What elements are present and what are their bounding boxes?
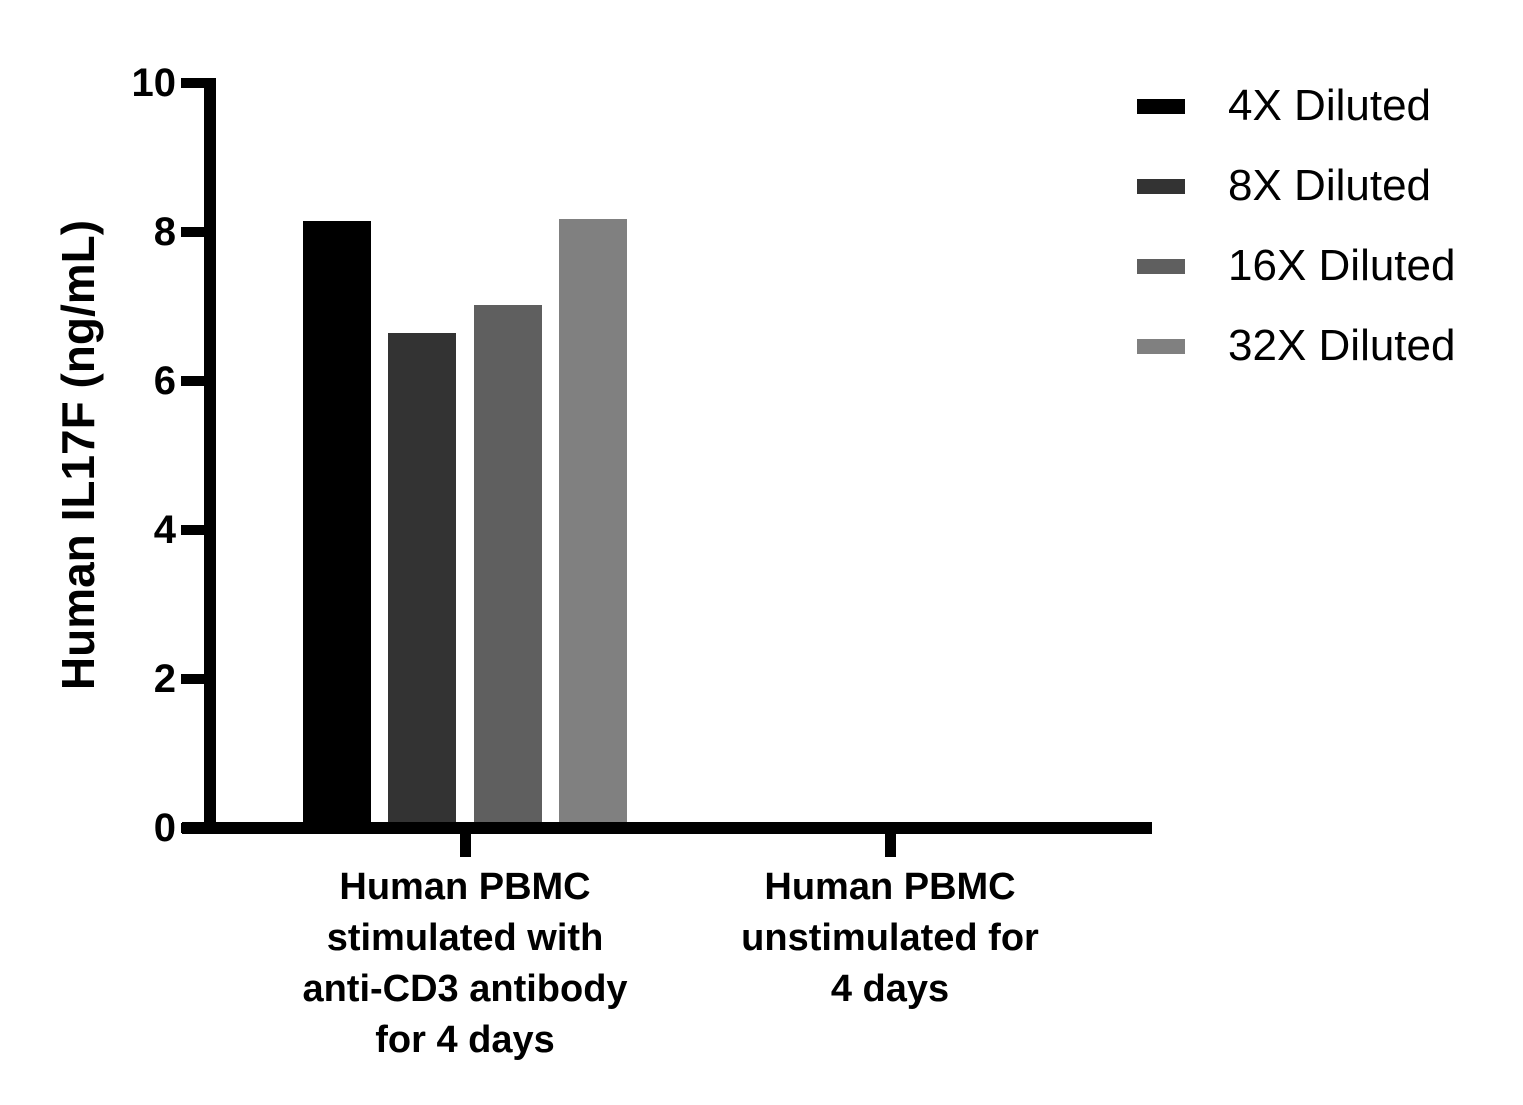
y-tick-mark [181, 78, 204, 88]
legend-label: 4X Diluted [1228, 81, 1432, 130]
y-tick-label: 4 [153, 508, 176, 552]
y-tick-mark [181, 376, 204, 386]
x-category-label-line: unstimulated for [741, 917, 1039, 959]
x-category-label-line: Human PBMC [764, 866, 1016, 908]
y-tick-mark [181, 227, 204, 237]
y-tick-label: 10 [131, 61, 177, 105]
x-category-label: Human PBMC unstimulated for 4 days [655, 862, 1125, 1015]
x-category-label-line: 4 days [830, 968, 950, 1010]
y-tick-label: 2 [153, 657, 176, 701]
x-category-label: Human PBMC stimulated with anti-CD3 antibo… [230, 862, 700, 1066]
bar-4x-diluted-group1 [302, 220, 371, 828]
y-tick-label: 8 [153, 210, 176, 254]
y-tick-mark [181, 525, 204, 535]
legend-swatch-4x-diluted [1137, 98, 1185, 114]
x-category-tick [884, 834, 896, 857]
bar-32x-diluted-group1 [559, 218, 628, 828]
x-axis-line [182, 822, 1152, 834]
legend-label: 16X Diluted [1228, 241, 1456, 290]
y-tick-label: 6 [153, 359, 176, 403]
x-category-label-line: anti-CD3 antibody [302, 968, 628, 1010]
legend-label: 32X Diluted [1228, 321, 1456, 370]
y-tick-label: 0 [153, 806, 176, 850]
x-category-label-line: for 4 days [375, 1019, 555, 1061]
y-tick-mark [181, 674, 204, 684]
legend-label: 8X Diluted [1228, 161, 1432, 210]
legend-swatch-8x-diluted [1137, 178, 1185, 194]
bar-16x-diluted-group1 [473, 305, 542, 828]
x-category-label-line: stimulated with [326, 917, 604, 959]
bar-8x-diluted-group1 [388, 332, 457, 828]
x-category-label-line: Human PBMC [339, 866, 591, 908]
legend-swatch-32x-diluted [1137, 338, 1185, 354]
y-axis-title: Human IL17F (ng/mL) [52, 219, 104, 691]
legend-swatch-16x-diluted [1137, 258, 1185, 274]
y-axis-line [204, 78, 216, 834]
x-category-tick [459, 834, 471, 857]
